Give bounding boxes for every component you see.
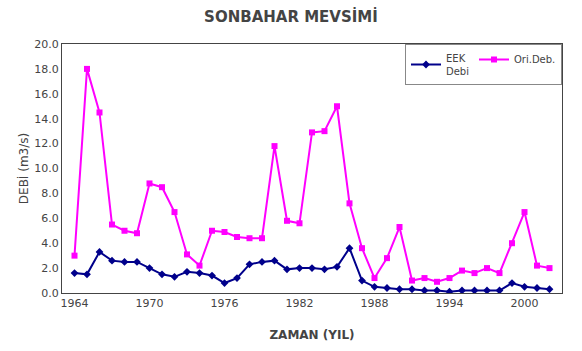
svg-text:2000: 2000 [511, 297, 539, 310]
svg-text:4.0: 4.0 [41, 237, 59, 250]
svg-text:1988: 1988 [361, 297, 389, 310]
svg-text:ZAMAN (YIL): ZAMAN (YIL) [269, 328, 354, 342]
svg-text:16.0: 16.0 [34, 88, 59, 101]
svg-text:20.0: 20.0 [34, 38, 59, 51]
svg-text:1970: 1970 [136, 297, 164, 310]
svg-text:EEKDebi: EEKDebi [446, 53, 469, 77]
svg-text:1976: 1976 [211, 297, 239, 310]
svg-text:SONBAHAR MEVSİMİ: SONBAHAR MEVSİMİ [204, 7, 378, 26]
svg-text:1982: 1982 [286, 297, 314, 310]
svg-text:1994: 1994 [436, 297, 464, 310]
svg-text:12.0: 12.0 [34, 137, 59, 150]
svg-text:2.0: 2.0 [41, 262, 59, 275]
svg-text:0.0: 0.0 [41, 287, 59, 300]
svg-text:10.0: 10.0 [34, 162, 59, 175]
svg-text:8.0: 8.0 [41, 187, 59, 200]
svg-text:1964: 1964 [61, 297, 89, 310]
svg-text:DEBİ (m3/s): DEBİ (m3/s) [16, 133, 31, 204]
svg-text:14.0: 14.0 [34, 113, 59, 126]
svg-text:6.0: 6.0 [41, 212, 59, 225]
svg-text:Ori.Deb.: Ori.Deb. [514, 54, 555, 65]
svg-text:18.0: 18.0 [34, 63, 59, 76]
